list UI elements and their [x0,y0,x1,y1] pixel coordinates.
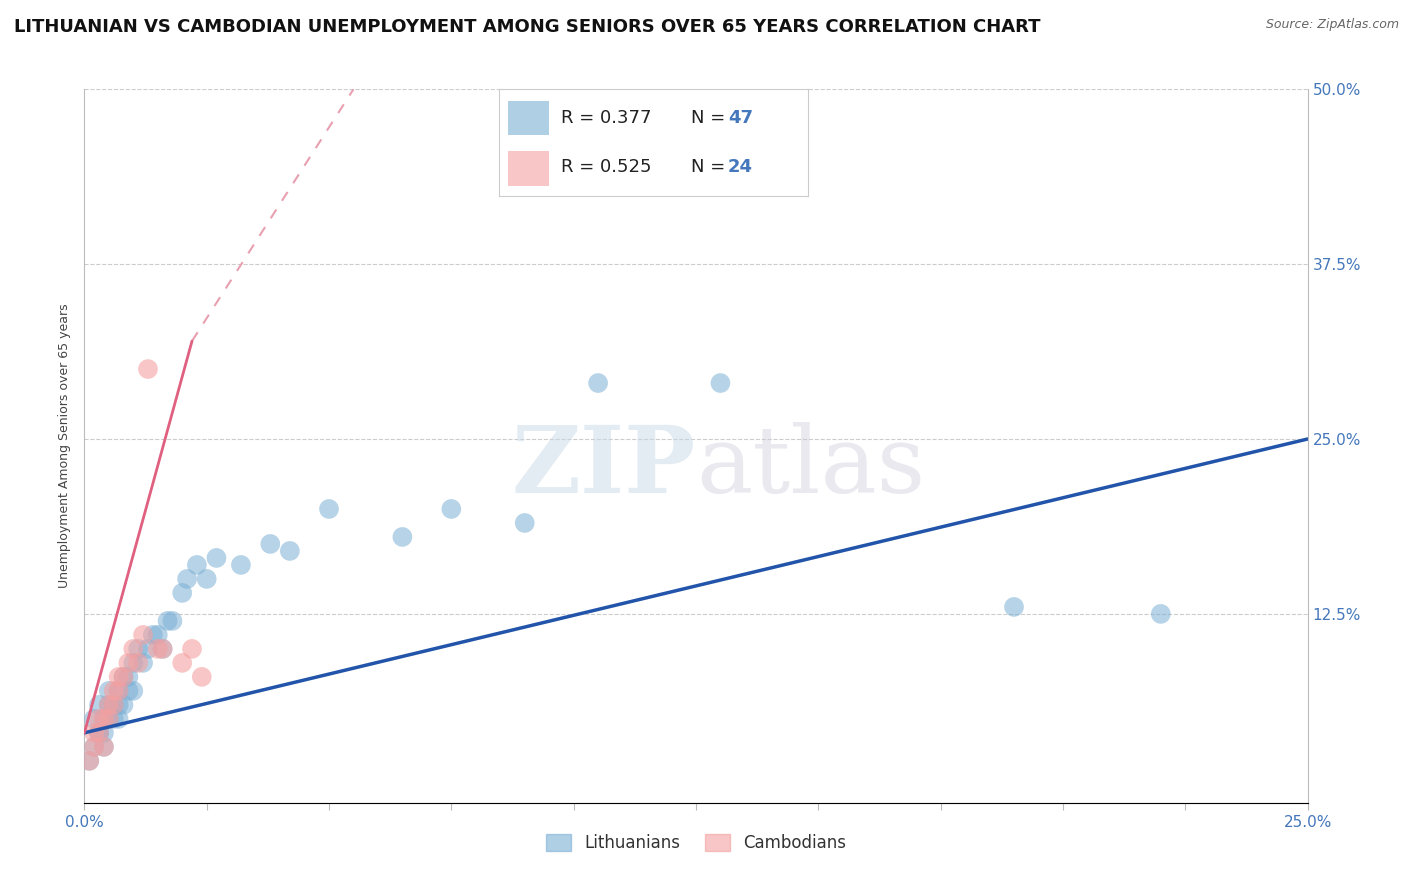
Point [152,641,174,656]
Text: R = 0.525: R = 0.525 [561,159,651,177]
Point [146,641,169,656]
Point [77,754,100,768]
Point [87,698,110,712]
Point [152,641,174,656]
Point [186,558,208,572]
Point [142,628,165,642]
Point [1002,599,1025,614]
Point [127,641,149,656]
Point [117,684,139,698]
Point [97,698,120,712]
Point [97,698,120,712]
Point [127,656,149,670]
Point [77,754,100,768]
Point [107,698,129,712]
Point [1150,607,1173,621]
Text: 24: 24 [728,159,754,177]
Point [176,572,198,586]
Point [103,712,125,726]
Point [318,502,340,516]
Point [87,712,110,726]
Text: Source: ZipAtlas.com: Source: ZipAtlas.com [1265,18,1399,31]
Point [513,516,536,530]
Point [195,572,218,586]
Point [107,670,129,684]
Text: R = 0.377: R = 0.377 [561,109,651,127]
Point [136,362,159,376]
Point [136,641,159,656]
Point [103,698,125,712]
Point [172,586,194,600]
Point [122,641,145,656]
Point [97,712,120,726]
Text: ZIP: ZIP [512,423,696,512]
Point [107,684,129,698]
Point [205,550,228,565]
Point [93,712,115,726]
Point [191,670,214,684]
Point [93,739,115,754]
Point [391,530,413,544]
Point [83,739,105,754]
Point [132,656,155,670]
Point [97,684,120,698]
Point [87,726,110,740]
Legend: Lithuanians, Cambodians: Lithuanians, Cambodians [538,827,853,859]
Point [112,698,135,712]
Text: atlas: atlas [696,423,925,512]
Point [162,614,184,628]
Text: N =: N = [690,109,731,127]
Point [117,656,139,670]
Point [146,628,169,642]
Point [93,712,115,726]
Point [172,656,194,670]
Point [181,641,204,656]
Text: 47: 47 [728,109,754,127]
Point [93,726,115,740]
Point [93,739,115,754]
Point [107,684,129,698]
Point [229,558,252,572]
Point [259,537,281,551]
Point [586,376,609,390]
Point [112,670,135,684]
Point [440,502,463,516]
Text: N =: N = [690,159,731,177]
Point [87,726,110,740]
Point [117,670,139,684]
Point [103,698,125,712]
Point [103,684,125,698]
Point [709,376,731,390]
Point [122,656,145,670]
Y-axis label: Unemployment Among Seniors over 65 years: Unemployment Among Seniors over 65 years [58,303,72,589]
Point [83,712,105,726]
Point [132,628,155,642]
Point [83,739,105,754]
Point [156,614,179,628]
Bar [509,101,548,136]
Point [97,712,120,726]
Point [122,684,145,698]
Bar [509,152,548,186]
Point [112,670,135,684]
Point [83,726,105,740]
Point [278,544,301,558]
Text: LITHUANIAN VS CAMBODIAN UNEMPLOYMENT AMONG SENIORS OVER 65 YEARS CORRELATION CHA: LITHUANIAN VS CAMBODIAN UNEMPLOYMENT AMO… [14,18,1040,36]
Point [107,712,129,726]
Point [87,726,110,740]
